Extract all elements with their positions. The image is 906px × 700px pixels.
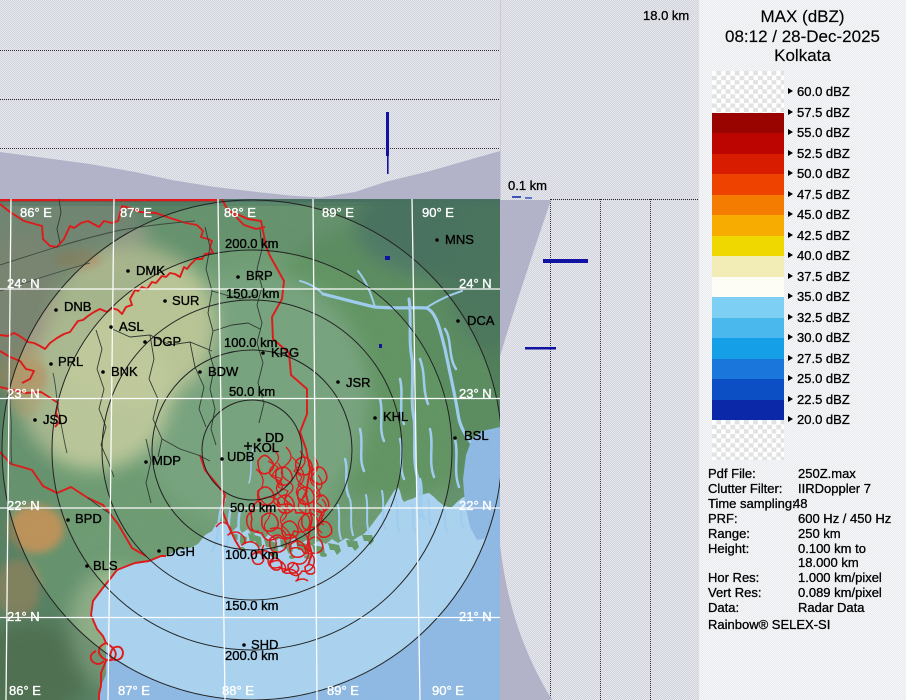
svg-text:DGH: DGH bbox=[166, 544, 195, 559]
svg-text:200.0 km: 200.0 km bbox=[225, 648, 278, 663]
svg-text:JSR: JSR bbox=[346, 375, 371, 390]
svg-text:100.0 km: 100.0 km bbox=[224, 335, 277, 350]
svg-text:86° E: 86° E bbox=[20, 205, 52, 220]
svg-text:23° N: 23° N bbox=[459, 386, 492, 401]
svg-text:KOL: KOL bbox=[253, 440, 279, 455]
svg-text:DNB: DNB bbox=[64, 299, 91, 314]
svg-text:89° E: 89° E bbox=[327, 683, 359, 698]
svg-text:UDB: UDB bbox=[227, 449, 254, 464]
svg-text:88° E: 88° E bbox=[224, 205, 256, 220]
svg-text:23° N: 23° N bbox=[7, 386, 40, 401]
svg-text:DCA: DCA bbox=[467, 313, 495, 328]
svg-text:87° E: 87° E bbox=[120, 205, 152, 220]
svg-text:ASL: ASL bbox=[119, 319, 144, 334]
svg-text:22° N: 22° N bbox=[459, 498, 492, 513]
svg-text:24° N: 24° N bbox=[7, 276, 40, 291]
svg-text:100.0 km: 100.0 km bbox=[225, 547, 278, 562]
svg-text:21° N: 21° N bbox=[7, 609, 40, 624]
svg-text:BSL: BSL bbox=[464, 428, 489, 443]
svg-text:24° N: 24° N bbox=[459, 276, 492, 291]
svg-text:22° N: 22° N bbox=[7, 498, 40, 513]
svg-text:MNS: MNS bbox=[445, 232, 474, 247]
svg-text:50.0 km: 50.0 km bbox=[229, 384, 275, 399]
svg-text:PRL: PRL bbox=[58, 354, 83, 369]
svg-text:KHL: KHL bbox=[383, 409, 408, 424]
svg-text:DGP: DGP bbox=[153, 334, 181, 349]
svg-text:BRP: BRP bbox=[246, 268, 273, 283]
svg-text:KRG: KRG bbox=[271, 345, 299, 360]
svg-text:JSD: JSD bbox=[43, 412, 68, 427]
svg-text:200.0 km: 200.0 km bbox=[225, 236, 278, 251]
svg-text:DD: DD bbox=[265, 430, 284, 445]
svg-text:BNK: BNK bbox=[111, 364, 138, 379]
svg-text:BDW: BDW bbox=[208, 364, 239, 379]
svg-text:DMK: DMK bbox=[136, 263, 165, 278]
svg-text:88° E: 88° E bbox=[222, 683, 254, 698]
svg-text:150.0 km: 150.0 km bbox=[225, 598, 278, 613]
svg-text:87° E: 87° E bbox=[118, 683, 150, 698]
svg-text:86° E: 86° E bbox=[9, 683, 41, 698]
svg-text:90° E: 90° E bbox=[422, 205, 454, 220]
svg-text:MDP: MDP bbox=[152, 453, 181, 468]
svg-text:89° E: 89° E bbox=[322, 205, 354, 220]
svg-text:SHD: SHD bbox=[251, 637, 278, 652]
svg-text:150.0 km: 150.0 km bbox=[226, 286, 279, 301]
svg-text:BLS: BLS bbox=[93, 558, 118, 573]
svg-text:90° E: 90° E bbox=[432, 683, 464, 698]
svg-text:BPD: BPD bbox=[75, 511, 102, 526]
svg-text:50.0 km: 50.0 km bbox=[230, 500, 276, 515]
svg-text:SUR: SUR bbox=[172, 293, 199, 308]
svg-text:21° N: 21° N bbox=[459, 609, 492, 624]
